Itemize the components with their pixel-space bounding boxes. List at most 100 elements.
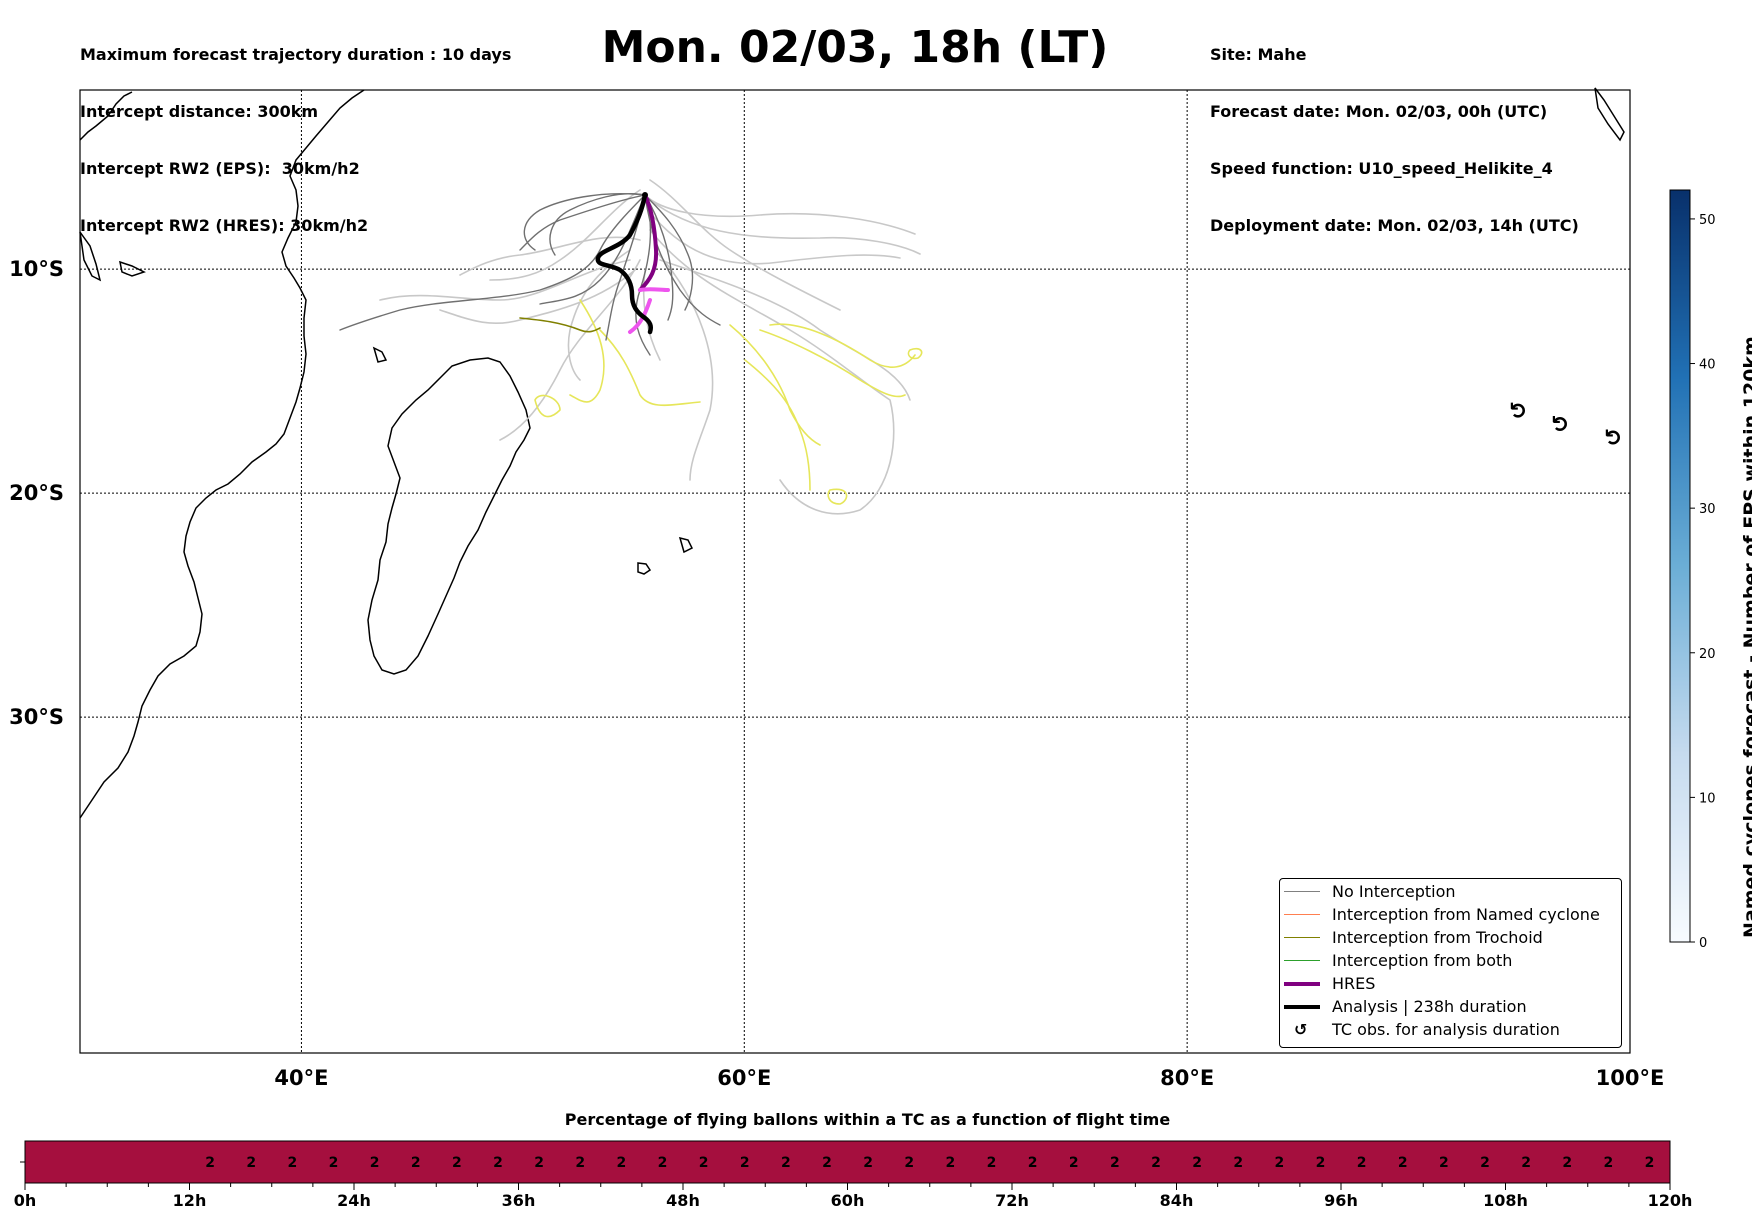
legend-item-trochoid: Interception from Trochoid: [1280, 927, 1621, 949]
hres-line: [638, 193, 659, 292]
timebar-value-label: 2: [1110, 1155, 1120, 1171]
eps-trajectory: [439, 269, 636, 325]
map-tick-labels: 40°E 60°E 80°E 100°E 10°S 20°S 30°S: [9, 257, 1664, 1090]
eps-trajectory: [647, 209, 901, 265]
legend-label: Interception from Named cyclone: [1332, 905, 1600, 924]
header-right-line: Speed function: U10_speed_Helikite_4: [1210, 159, 1553, 178]
header-left-line: Intercept distance: 300km: [80, 102, 319, 121]
lon-tick-label: 40°E: [274, 1066, 328, 1090]
timebar-value-label: 2: [1316, 1155, 1326, 1171]
eps-trajectory: [644, 194, 916, 235]
timebar-value-label: 2: [1439, 1155, 1449, 1171]
map-gridlines: [80, 90, 1630, 1053]
eps-trajectory: [519, 317, 601, 333]
eps-trajectory: [759, 329, 906, 398]
eps-trajectory: [379, 259, 631, 301]
legend: No Interception Interception from Named …: [1279, 878, 1622, 1048]
lat-tick-label: 20°S: [9, 481, 64, 505]
colorbar: 0 10 20 30 40 50: [1669, 189, 1716, 951]
legend-swatch: [1284, 1005, 1320, 1009]
eps-light-trajectories: [379, 179, 921, 515]
eps-trajectory: [523, 192, 646, 251]
eps-trochoid-trajectories: [534, 299, 923, 505]
tc-obs-icon: ↺: [1294, 1020, 1308, 1039]
coast-africa: [79, 89, 365, 819]
timebar-value-label: 2: [822, 1155, 832, 1171]
main-title: Mon. 02/03, 18h (LT): [601, 22, 1109, 73]
legend-swatch: [1284, 914, 1320, 915]
eps-trajectory: [539, 194, 646, 305]
eps-trajectory: [339, 194, 646, 331]
eps-trajectory: [827, 488, 848, 505]
legend-swatch: [1284, 982, 1320, 986]
lon-tick-label: 60°E: [717, 1066, 771, 1090]
eps-trajectory: [654, 249, 714, 481]
legend-item-no-interception: No Interception: [1280, 881, 1621, 903]
timebar-value-label: 2: [1562, 1155, 1572, 1171]
timebar-value-label: 2: [1645, 1155, 1655, 1171]
timebar-tick-label: 12h: [173, 1191, 207, 1210]
tc-obs-marker: ↺: [1602, 428, 1627, 446]
legend-item-hres: HRES: [1280, 973, 1621, 995]
legend-label: No Interception: [1332, 882, 1456, 901]
timebar-value-label: 2: [493, 1155, 503, 1171]
timebar-value-label: 2: [1398, 1155, 1408, 1171]
legend-item-analysis: Analysis | 238h duration: [1280, 996, 1621, 1018]
eps-trajectory: [644, 194, 674, 321]
eps-trajectory: [644, 194, 694, 311]
header-left-line: Intercept RW2 (HRES): 30km/h2: [80, 216, 369, 235]
timebar-ticks: 0h 12h 24h 36h 48h 60h 72h 84h 96h 108h 120h: [14, 1161, 1693, 1210]
legend-label: Interception from Trochoid: [1332, 928, 1543, 947]
timebar-tick-label: 60h: [831, 1191, 865, 1210]
timebar-value-label: 2: [205, 1155, 215, 1171]
legend-label: TC obs. for analysis duration: [1332, 1020, 1560, 1039]
timebar-value-label: 2: [1151, 1155, 1161, 1171]
timebar-tick-label: 24h: [337, 1191, 371, 1210]
colorbar-gradient: [1669, 189, 1691, 943]
legend-item-named-cyclone: Interception from Named cyclone: [1280, 904, 1621, 926]
site-marker: [642, 192, 648, 198]
header-left-line: Intercept RW2 (EPS): 30km/h2: [80, 159, 360, 178]
timebar-value-label: 2: [1274, 1155, 1284, 1171]
lat-tick-label: 10°S: [9, 257, 64, 281]
timebar-tick-label: 120h: [1648, 1191, 1693, 1210]
timebar-value-label: 2: [863, 1155, 873, 1171]
eps-trajectory: [489, 189, 641, 281]
coast-madagascar: [367, 357, 531, 675]
legend-swatch: [1284, 891, 1320, 892]
timebar-value-label: 2: [945, 1155, 955, 1171]
header-right-info: Site: Mahe Forecast date: Mon. 02/03, 00…: [1210, 7, 1579, 254]
eps-trajectory: [769, 323, 916, 368]
legend-item-both: Interception from both: [1280, 950, 1621, 972]
timebar-tick-label: 84h: [1160, 1191, 1194, 1210]
map-border: [79, 89, 1631, 1054]
hres-trajectory: [628, 193, 670, 334]
colorbar-tick-label: 40: [1699, 358, 1716, 373]
eps-trajectory: [907, 347, 923, 360]
eps-trajectory: [519, 194, 646, 251]
timebar-tick-label: 72h: [995, 1191, 1029, 1210]
trajectories: [339, 179, 923, 515]
hres-line: [628, 287, 670, 334]
coast-reunion: [637, 562, 652, 575]
colorbar-ticks: 0 10 20 30 40 50: [1690, 213, 1716, 951]
colorbar-tick-label: 10: [1699, 791, 1716, 806]
timebar-title: Percentage of flying ballons within a TC…: [564, 1110, 1171, 1129]
eps-trajectory: [569, 299, 605, 403]
timebar-value-label: 2: [411, 1155, 421, 1171]
timebar-value-label: 2: [904, 1155, 914, 1171]
timebar-value-label: 2: [987, 1155, 997, 1171]
timebar-value-label: 2: [575, 1155, 585, 1171]
lon-tick-label: 100°E: [1596, 1066, 1665, 1090]
timebar-value-label: 2: [534, 1155, 544, 1171]
coast-mauritius: [678, 536, 694, 554]
legend-label: Analysis | 238h duration: [1332, 997, 1527, 1016]
header-left-line: Maximum forecast trajectory duration : 1…: [80, 45, 512, 64]
map-frame: 40°E 60°E 80°E 100°E 10°S 20°S 30°S: [9, 87, 1664, 1090]
eps-trajectory: [459, 236, 641, 276]
timebar-value-label: 2: [287, 1155, 297, 1171]
timebar-tick-label: 0h: [14, 1191, 37, 1210]
eps-trajectory: [659, 259, 911, 401]
coast-socotra: [119, 260, 146, 277]
